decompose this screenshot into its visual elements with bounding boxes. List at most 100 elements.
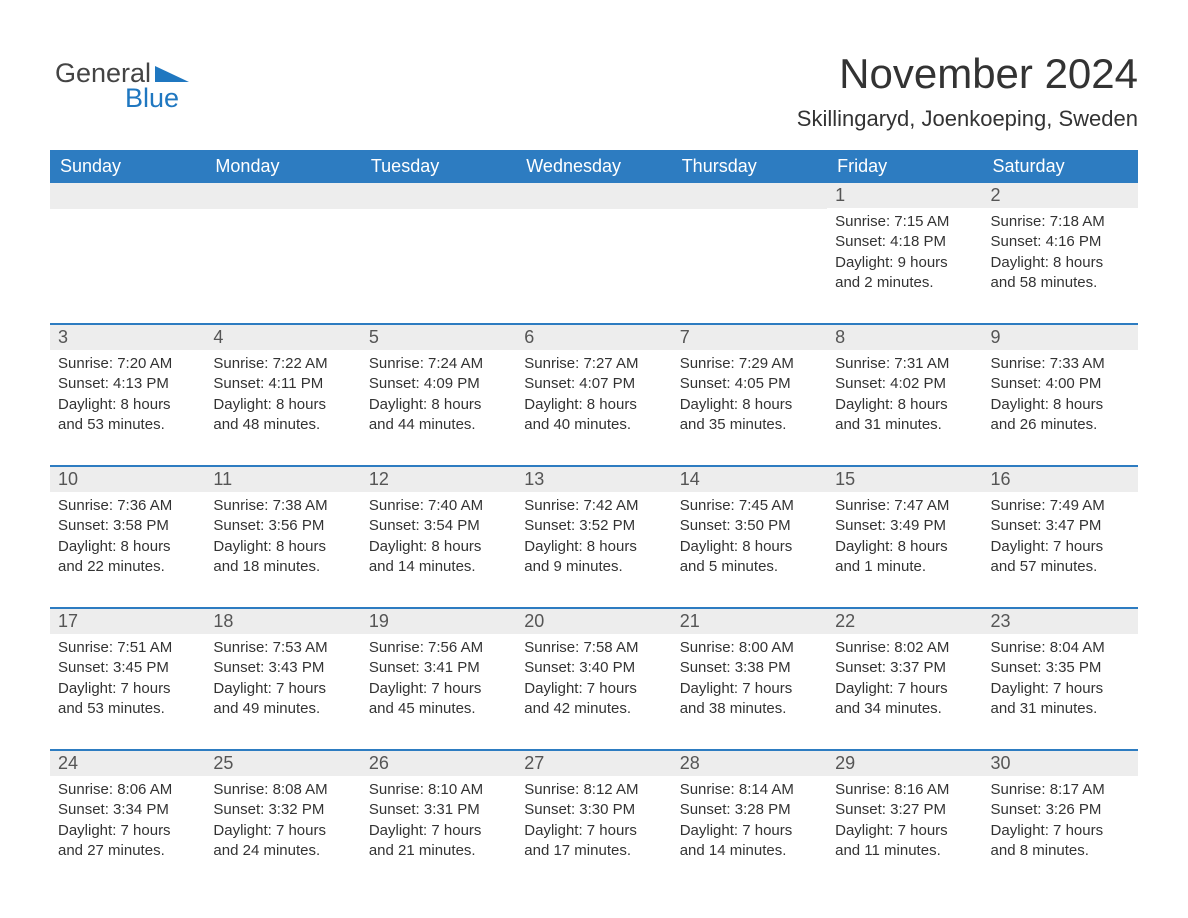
daylight-text-1: Daylight: 7 hours bbox=[213, 679, 352, 699]
daylight-text-2: and 31 minutes. bbox=[835, 415, 974, 435]
daylight-text-1: Daylight: 8 hours bbox=[524, 537, 663, 557]
calendar-day-cell: 5Sunrise: 7:24 AMSunset: 4:09 PMDaylight… bbox=[361, 324, 516, 466]
daylight-text-1: Daylight: 7 hours bbox=[524, 679, 663, 699]
sunrise-text: Sunrise: 7:47 AM bbox=[835, 496, 974, 516]
day-number: 11 bbox=[205, 467, 360, 492]
weekday-header: Thursday bbox=[672, 150, 827, 183]
sunset-text: Sunset: 3:34 PM bbox=[58, 800, 197, 820]
calendar-day-cell: 10Sunrise: 7:36 AMSunset: 3:58 PMDayligh… bbox=[50, 466, 205, 608]
sunset-text: Sunset: 3:52 PM bbox=[524, 516, 663, 536]
day-details: Sunrise: 7:53 AMSunset: 3:43 PMDaylight:… bbox=[205, 634, 360, 723]
calendar-day-cell: 30Sunrise: 8:17 AMSunset: 3:26 PMDayligh… bbox=[983, 750, 1138, 891]
daylight-text-1: Daylight: 8 hours bbox=[680, 537, 819, 557]
sunrise-text: Sunrise: 8:16 AM bbox=[835, 780, 974, 800]
day-details: Sunrise: 7:20 AMSunset: 4:13 PMDaylight:… bbox=[50, 350, 205, 439]
day-number-empty bbox=[516, 183, 671, 209]
day-number: 14 bbox=[672, 467, 827, 492]
day-details: Sunrise: 7:42 AMSunset: 3:52 PMDaylight:… bbox=[516, 492, 671, 581]
daylight-text-2: and 21 minutes. bbox=[369, 841, 508, 861]
sunrise-text: Sunrise: 8:17 AM bbox=[991, 780, 1130, 800]
sunset-text: Sunset: 3:43 PM bbox=[213, 658, 352, 678]
daylight-text-1: Daylight: 7 hours bbox=[58, 821, 197, 841]
daylight-text-1: Daylight: 7 hours bbox=[680, 679, 819, 699]
calendar-day-cell: 24Sunrise: 8:06 AMSunset: 3:34 PMDayligh… bbox=[50, 750, 205, 891]
calendar-day-cell: 23Sunrise: 8:04 AMSunset: 3:35 PMDayligh… bbox=[983, 608, 1138, 750]
day-details: Sunrise: 7:49 AMSunset: 3:47 PMDaylight:… bbox=[983, 492, 1138, 581]
day-number: 16 bbox=[983, 467, 1138, 492]
calendar-day-cell: 25Sunrise: 8:08 AMSunset: 3:32 PMDayligh… bbox=[205, 750, 360, 891]
day-number: 2 bbox=[983, 183, 1138, 208]
location-subtitle: Skillingaryd, Joenkoeping, Sweden bbox=[50, 106, 1138, 132]
calendar-week-row: 17Sunrise: 7:51 AMSunset: 3:45 PMDayligh… bbox=[50, 608, 1138, 750]
calendar-day-cell: 15Sunrise: 7:47 AMSunset: 3:49 PMDayligh… bbox=[827, 466, 982, 608]
calendar-page: General Blue November 2024 Skillingaryd,… bbox=[0, 0, 1188, 918]
daylight-text-1: Daylight: 7 hours bbox=[991, 821, 1130, 841]
daylight-text-1: Daylight: 8 hours bbox=[213, 537, 352, 557]
day-number: 8 bbox=[827, 325, 982, 350]
sunrise-text: Sunrise: 8:14 AM bbox=[680, 780, 819, 800]
day-number: 5 bbox=[361, 325, 516, 350]
sunrise-text: Sunrise: 7:15 AM bbox=[835, 212, 974, 232]
sunset-text: Sunset: 3:35 PM bbox=[991, 658, 1130, 678]
weekday-header: Wednesday bbox=[516, 150, 671, 183]
sunset-text: Sunset: 3:45 PM bbox=[58, 658, 197, 678]
calendar-day-cell: 14Sunrise: 7:45 AMSunset: 3:50 PMDayligh… bbox=[672, 466, 827, 608]
daylight-text-2: and 49 minutes. bbox=[213, 699, 352, 719]
day-number: 3 bbox=[50, 325, 205, 350]
calendar-week-row: 10Sunrise: 7:36 AMSunset: 3:58 PMDayligh… bbox=[50, 466, 1138, 608]
sunrise-text: Sunrise: 8:00 AM bbox=[680, 638, 819, 658]
day-number: 22 bbox=[827, 609, 982, 634]
month-title: November 2024 bbox=[50, 50, 1138, 98]
sunset-text: Sunset: 4:13 PM bbox=[58, 374, 197, 394]
day-details: Sunrise: 8:06 AMSunset: 3:34 PMDaylight:… bbox=[50, 776, 205, 865]
day-details: Sunrise: 8:16 AMSunset: 3:27 PMDaylight:… bbox=[827, 776, 982, 865]
sunset-text: Sunset: 3:50 PM bbox=[680, 516, 819, 536]
calendar-day-cell bbox=[205, 183, 360, 324]
sunrise-text: Sunrise: 7:27 AM bbox=[524, 354, 663, 374]
day-number: 15 bbox=[827, 467, 982, 492]
day-details: Sunrise: 7:47 AMSunset: 3:49 PMDaylight:… bbox=[827, 492, 982, 581]
daylight-text-2: and 38 minutes. bbox=[680, 699, 819, 719]
calendar-day-cell: 12Sunrise: 7:40 AMSunset: 3:54 PMDayligh… bbox=[361, 466, 516, 608]
day-number: 6 bbox=[516, 325, 671, 350]
daylight-text-1: Daylight: 8 hours bbox=[991, 253, 1130, 273]
daylight-text-1: Daylight: 8 hours bbox=[680, 395, 819, 415]
sunset-text: Sunset: 3:26 PM bbox=[991, 800, 1130, 820]
day-details: Sunrise: 7:31 AMSunset: 4:02 PMDaylight:… bbox=[827, 350, 982, 439]
sunset-text: Sunset: 3:40 PM bbox=[524, 658, 663, 678]
day-number: 21 bbox=[672, 609, 827, 634]
day-details: Sunrise: 8:04 AMSunset: 3:35 PMDaylight:… bbox=[983, 634, 1138, 723]
sunset-text: Sunset: 3:32 PM bbox=[213, 800, 352, 820]
sunset-text: Sunset: 3:49 PM bbox=[835, 516, 974, 536]
sunset-text: Sunset: 3:56 PM bbox=[213, 516, 352, 536]
day-number-empty bbox=[361, 183, 516, 209]
daylight-text-2: and 1 minute. bbox=[835, 557, 974, 577]
calendar-day-cell bbox=[672, 183, 827, 324]
day-details: Sunrise: 8:17 AMSunset: 3:26 PMDaylight:… bbox=[983, 776, 1138, 865]
day-details: Sunrise: 8:08 AMSunset: 3:32 PMDaylight:… bbox=[205, 776, 360, 865]
day-number: 17 bbox=[50, 609, 205, 634]
sunrise-text: Sunrise: 7:42 AM bbox=[524, 496, 663, 516]
day-details: Sunrise: 7:27 AMSunset: 4:07 PMDaylight:… bbox=[516, 350, 671, 439]
calendar-day-cell: 7Sunrise: 7:29 AMSunset: 4:05 PMDaylight… bbox=[672, 324, 827, 466]
sunset-text: Sunset: 3:28 PM bbox=[680, 800, 819, 820]
day-details: Sunrise: 8:10 AMSunset: 3:31 PMDaylight:… bbox=[361, 776, 516, 865]
daylight-text-2: and 35 minutes. bbox=[680, 415, 819, 435]
daylight-text-2: and 42 minutes. bbox=[524, 699, 663, 719]
sunrise-text: Sunrise: 8:04 AM bbox=[991, 638, 1130, 658]
daylight-text-2: and 14 minutes. bbox=[680, 841, 819, 861]
sunset-text: Sunset: 4:11 PM bbox=[213, 374, 352, 394]
page-header: November 2024 Skillingaryd, Joenkoeping,… bbox=[50, 50, 1138, 132]
weekday-header: Monday bbox=[205, 150, 360, 183]
daylight-text-1: Daylight: 7 hours bbox=[213, 821, 352, 841]
daylight-text-2: and 48 minutes. bbox=[213, 415, 352, 435]
sunrise-text: Sunrise: 7:22 AM bbox=[213, 354, 352, 374]
day-number: 1 bbox=[827, 183, 982, 208]
daylight-text-1: Daylight: 8 hours bbox=[369, 537, 508, 557]
calendar-week-row: 3Sunrise: 7:20 AMSunset: 4:13 PMDaylight… bbox=[50, 324, 1138, 466]
calendar-day-cell: 19Sunrise: 7:56 AMSunset: 3:41 PMDayligh… bbox=[361, 608, 516, 750]
calendar-day-cell: 8Sunrise: 7:31 AMSunset: 4:02 PMDaylight… bbox=[827, 324, 982, 466]
daylight-text-2: and 58 minutes. bbox=[991, 273, 1130, 293]
sunrise-text: Sunrise: 7:29 AM bbox=[680, 354, 819, 374]
brand-logo: General Blue bbox=[55, 60, 189, 112]
